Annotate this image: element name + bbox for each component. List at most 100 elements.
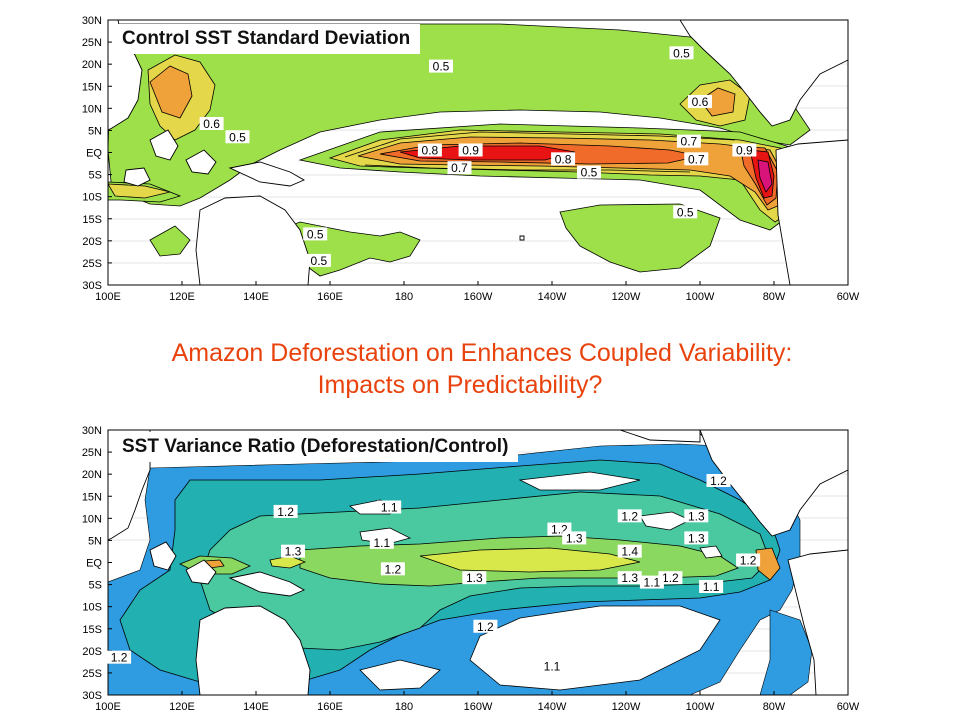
contour-label-bg	[669, 46, 694, 60]
std-map-axes: 30N 25N 20N 15N 10N 5N EQ 5S 10S 15S 20S 25S 30S100E…	[82, 15, 860, 303]
contour-label: 1.2	[662, 571, 679, 585]
contour-label: 1.3	[566, 531, 583, 545]
ratio-contour-labels: 1.21.11.2 1.31.21.21.3 1.31.11.3 1.41.21.21…	[107, 474, 761, 674]
contour-label: 0.7	[688, 152, 705, 166]
contour-label-bg	[380, 562, 405, 576]
contour-label: 1.2	[385, 562, 402, 576]
contour-label-bg	[684, 152, 709, 166]
variance-ratio-map-panel: 30N 25N 20N 15N 10N 5N EQ 5S 10S 15S 20S 25S 30S 100E…	[0, 420, 960, 720]
contour-label: 0.7	[681, 135, 698, 149]
lon-tick-label: 100E	[95, 291, 121, 303]
lat-tick-label: 30S	[82, 690, 102, 702]
lat-tick-label: 20N	[82, 469, 102, 481]
contour-label: 1.2	[477, 620, 494, 634]
contour-label: 1.2	[277, 505, 294, 519]
lon-tick-label: 100W	[686, 701, 715, 713]
lat-tick-label: 20S	[82, 236, 102, 248]
lon-tick-label: 60W	[837, 701, 860, 713]
contour-label: 0.5	[673, 46, 690, 60]
contour-label-bg	[447, 161, 472, 175]
contour-label: 0.5	[581, 166, 598, 180]
contour-label: 1.3	[688, 509, 705, 523]
contour-label: 0.9	[736, 144, 753, 158]
lat-tick-label: EQ	[86, 558, 102, 570]
lat-tick-label: 30S	[82, 280, 102, 292]
lat-tick-label: 5S	[89, 170, 102, 182]
lat-tick-label: 20S	[82, 646, 102, 658]
contour-label-bg	[562, 531, 587, 545]
sst-std-map: 30N 25N 20N 15N 10N 5N EQ 5S 10S 15S 20S 25S 30S100E…	[82, 15, 860, 303]
contour-label: 1.2	[111, 651, 128, 665]
contour-label-bg	[617, 509, 642, 523]
contour-label-bg	[107, 650, 132, 664]
contour-label-bg	[281, 544, 305, 558]
lat-tick-label: 15S	[82, 214, 102, 226]
contour-label: 0.5	[433, 60, 450, 74]
contour-label-bg	[225, 130, 250, 144]
lat-tick-label: 25N	[82, 37, 102, 49]
headline-line-1: Amazon Deforestation on Enhances Coupled…	[171, 339, 793, 367]
contour-label: 1.3	[285, 545, 302, 559]
contour-label: 1.2	[710, 474, 727, 488]
lon-tick-label: 140W	[538, 291, 567, 303]
lat-tick-label: 30N	[82, 425, 102, 437]
contour-label: 1.2	[740, 554, 757, 568]
lat-tick-label: 15N	[82, 81, 102, 93]
lon-tick-label: 160E	[317, 701, 343, 713]
lat-tick-label: 30N	[82, 15, 102, 27]
contour-label: 1.2	[621, 509, 638, 523]
lat-tick-label: 10N	[82, 513, 102, 525]
std-contour-labels: 0.5 0.5 0.6 0.6 0.5 0.8 0.9 0.7 0.8 0.5 0.7 0.7 0.9 0…	[199, 46, 757, 268]
contour-label-bg	[699, 580, 724, 593]
lat-tick-label: 25S	[82, 668, 102, 680]
contour-label: 1.4	[621, 545, 638, 559]
contour-label-bg	[273, 504, 298, 518]
contour-label: 1.3	[466, 571, 483, 585]
lon-tick-label: 160W	[464, 291, 493, 303]
lat-tick-label: 10S	[82, 602, 102, 614]
lat-tick-label: 15S	[82, 624, 102, 636]
contour-label: 1.1	[703, 580, 720, 594]
lat-tick-label: 10S	[82, 192, 102, 204]
lon-tick-label: 180	[395, 291, 413, 303]
lon-tick-label: 120W	[612, 701, 641, 713]
contour-label: 1.3	[621, 571, 638, 585]
contour-label: 0.5	[307, 227, 324, 241]
lat-tick-label: 5N	[88, 535, 102, 547]
contour-label-bg	[732, 143, 757, 157]
lon-tick-label: 120E	[169, 291, 195, 303]
sst-std-map-panel: 30N 25N 20N 15N 10N 5N EQ 5S 10S 15S 20S 25S 30S 100E…	[0, 0, 960, 310]
lat-tick-label: EQ	[86, 148, 102, 160]
contour-label-bg	[458, 143, 483, 157]
contour-label-bg	[658, 571, 683, 585]
variance-ratio-map: 30N 25N 20N 15N 10N 5N EQ 5S 10S 15S 20S 25S 30S100E…	[82, 425, 860, 713]
contour-label: 1.1	[373, 536, 390, 550]
lon-tick-label: 100W	[686, 291, 715, 303]
contour-label-bg	[673, 205, 698, 219]
contour-label: 0.8	[555, 152, 572, 166]
contour-label-bg	[617, 544, 642, 558]
contour-label-bg	[369, 535, 394, 549]
contour-label: 1.1	[644, 576, 661, 590]
headline-line-2: Impacts on Predictability?	[317, 371, 603, 399]
contour-label: 1.1	[381, 501, 398, 515]
lon-tick-label: 120E	[169, 701, 195, 713]
ratio-map-axes: 30N 25N 20N 15N 10N 5N EQ 5S 10S 15S 20S 25S 30S100E…	[82, 425, 860, 713]
lon-tick-label: 80W	[763, 291, 786, 303]
lon-tick-label: 60W	[837, 291, 860, 303]
contour-label-bg	[676, 134, 701, 148]
contour-label: 0.7	[451, 161, 468, 175]
contour-label-bg	[617, 571, 642, 585]
lon-tick-label: 120W	[612, 291, 641, 303]
contour-label-bg	[684, 531, 709, 545]
contour-label-bg	[462, 571, 487, 585]
contour-label-bg	[377, 500, 402, 514]
contour-label-bg	[706, 474, 731, 487]
lat-tick-label: 25S	[82, 258, 102, 270]
contour-label-bg	[303, 227, 328, 241]
contour-label: 0.5	[677, 205, 694, 219]
lon-tick-label: 180	[395, 701, 413, 713]
contour-label-bg	[551, 152, 576, 166]
contour-label: 0.9	[462, 144, 479, 158]
lat-tick-label: 15N	[82, 491, 102, 503]
